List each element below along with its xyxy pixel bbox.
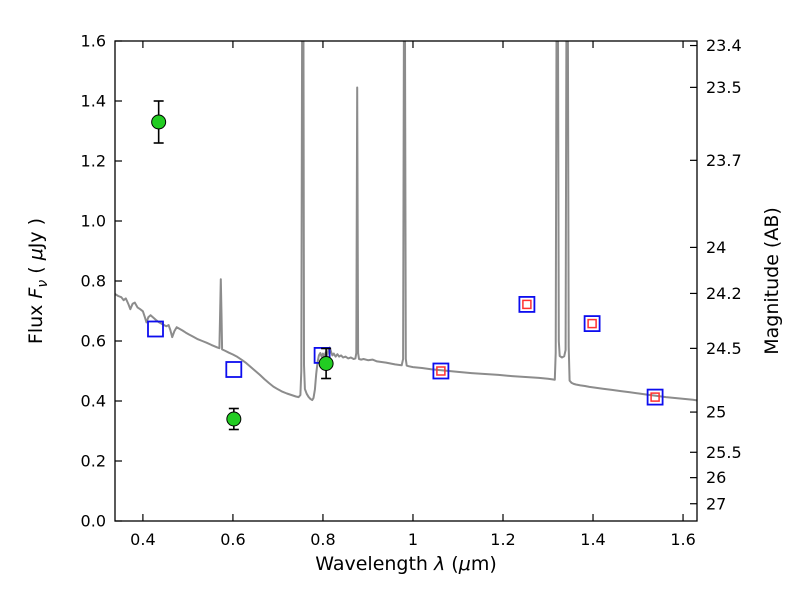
model-photometry-square [646, 388, 664, 406]
y-tick-label: 0.0 [81, 512, 106, 531]
x-tick-label: 1.6 [670, 530, 695, 549]
magnitude-tick-label: 23.5 [706, 78, 742, 97]
magnitude-tick-label: 26 [706, 468, 726, 487]
y-tick-label: 1.2 [81, 152, 106, 171]
y-tick-label: 1.4 [81, 92, 106, 111]
y-tick-label: 0.4 [81, 392, 106, 411]
magnitude-tick-label: 25.5 [706, 443, 742, 462]
observed-photometry-point [226, 407, 242, 431]
model-photometry-square [518, 295, 536, 313]
magnitude-tick-label: 27 [706, 494, 726, 513]
x-tick-label: 0.8 [310, 530, 335, 549]
y-tick-label: 0.8 [81, 272, 106, 291]
model-photometry-square [225, 361, 243, 378]
y-tick-label: 0.6 [81, 332, 106, 351]
magnitude-tick-label: 23.4 [706, 36, 742, 55]
x-tick-label: 1.2 [490, 530, 515, 549]
x-tick-label: 0.6 [220, 530, 245, 549]
magnitude-tick-label: 23.7 [706, 151, 742, 170]
y-tick-label: 0.2 [81, 452, 106, 471]
x-tick-label: 1 [408, 530, 418, 549]
y2-axis-label: Magnitude (AB) [761, 207, 783, 355]
model-inner-square [587, 318, 597, 329]
observed-photometry-point [151, 100, 167, 144]
model-photometry-square [147, 320, 164, 338]
model-inner-square [436, 366, 446, 376]
observed-photometry-point [318, 347, 334, 380]
y-tick-label: 1.0 [81, 212, 106, 231]
x-tick-label: 1.4 [580, 530, 605, 549]
magnitude-tick-label: 24.2 [706, 284, 742, 303]
y-tick-label: 1.6 [81, 32, 106, 51]
x-tick-label: 0.4 [130, 530, 155, 549]
model-inner-square [650, 392, 660, 402]
magnitude-tick-label: 24 [706, 238, 726, 257]
spectrum-line [115, 41, 697, 402]
model-inner-square [522, 299, 532, 310]
x-axis-label: Wavelength λ (μm) [315, 553, 496, 575]
model-photometry-square [583, 315, 601, 333]
magnitude-tick-label: 24.5 [706, 339, 742, 358]
magnitude-tick-label: 25 [706, 403, 726, 422]
model-photometry-square [432, 362, 450, 380]
y-axis-label: Flux Fν ( μJy ) [25, 218, 51, 344]
